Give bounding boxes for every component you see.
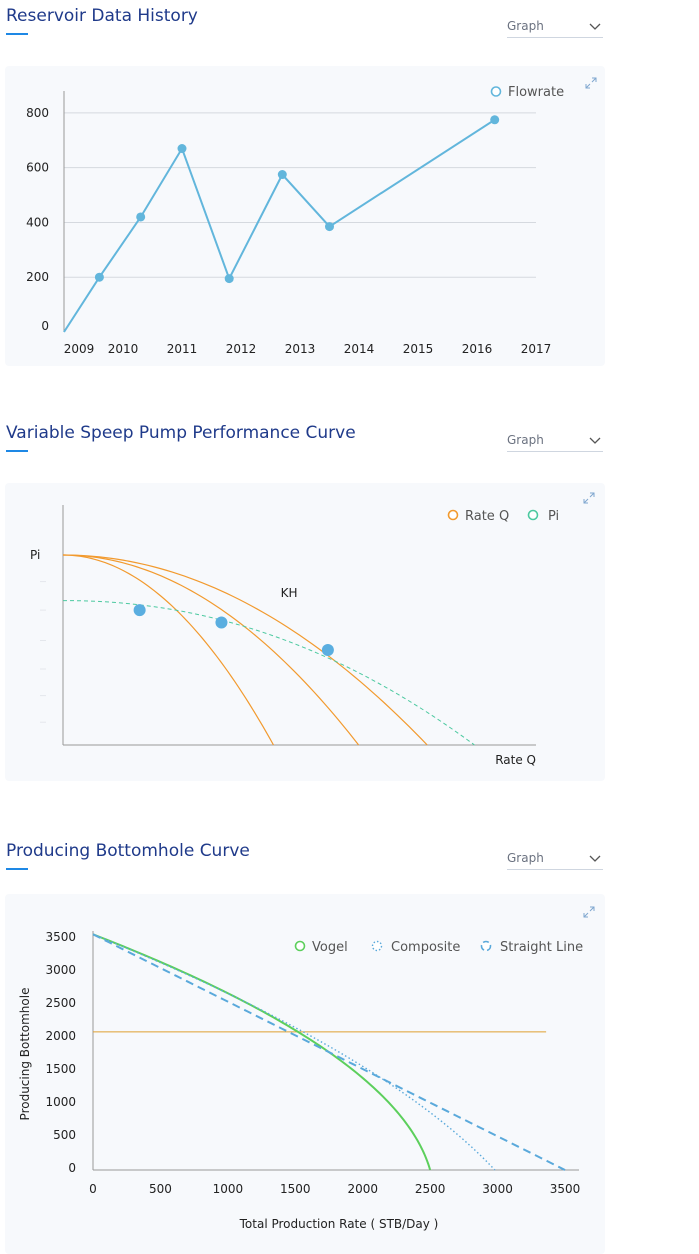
- flowrate-point: [325, 222, 334, 232]
- y-tick-label: 2000: [45, 1029, 76, 1043]
- flowrate-point: [277, 170, 287, 180]
- x-tick-label: 2010: [108, 342, 139, 356]
- legend-marker: [480, 940, 492, 952]
- chart-card: 0 500 1000 1500 2000 2500 3000 3500 0 500 1000 1500…: [5, 894, 605, 1254]
- x-tick-label: 2016: [462, 342, 493, 356]
- rate-q-curve: [62, 554, 428, 746]
- chevron-down-icon: [589, 23, 601, 30]
- y-axis-label: Pi: [30, 548, 40, 562]
- title-underline: [6, 33, 28, 35]
- operating-point: [133, 604, 146, 617]
- y-tick-label: 500: [53, 1128, 76, 1142]
- y-tick-label: 3000: [45, 963, 76, 977]
- y-tick-label: 800: [26, 106, 49, 120]
- chevron-down-icon: [589, 855, 601, 862]
- rate-q-curve: [62, 554, 275, 746]
- x-tick-label: 2500: [415, 1182, 446, 1196]
- flowrate-point: [177, 144, 187, 154]
- composite-curve: [92, 933, 496, 1171]
- y-tick-label: 0: [68, 1161, 76, 1175]
- legend-marker: [371, 940, 383, 952]
- section-title: Variable Speep Pump Performance Curve: [6, 423, 356, 443]
- dropdown-value: Graph: [507, 19, 544, 33]
- expand-icon[interactable]: [582, 905, 596, 919]
- title-underline: [6, 868, 28, 870]
- section-title: Reservoir Data History: [6, 6, 198, 26]
- legend-label: Rate Q: [465, 509, 509, 524]
- flowrate-chart: 0 200 400 600 800 2009 2010 2011 2012 2013 2014 201…: [26, 85, 564, 356]
- chart-card: 0 200 400 600 800 2009 2010 2011 2012 2013 2014 201…: [5, 66, 605, 366]
- x-tick-label: 2011: [167, 342, 198, 356]
- flowrate-point: [490, 115, 500, 125]
- pi-curve: [62, 600, 475, 746]
- x-axis-label: Total Production Rate ( STB/Day ): [239, 1217, 439, 1231]
- y-tick-label: 3500: [45, 930, 76, 944]
- kh-annotation: KH: [281, 586, 298, 600]
- chevron-down-icon: [589, 437, 601, 444]
- x-tick-label: 3500: [550, 1182, 581, 1196]
- operating-point: [321, 644, 334, 656]
- section-title: Producing Bottomhole Curve: [6, 841, 250, 861]
- legend-label: Pi: [548, 509, 559, 524]
- x-tick-label: 1500: [280, 1182, 311, 1196]
- y-axis-label: Producing Bottomhole: [18, 988, 32, 1121]
- operating-point: [215, 616, 228, 629]
- y-tick-label: 0: [41, 319, 49, 333]
- chart-card: Pi Rate Q KH Rate Q Pi: [5, 483, 605, 781]
- view-dropdown[interactable]: Graph: [507, 17, 603, 38]
- legend-label: Composite: [391, 940, 460, 955]
- y-tick-label: 2500: [45, 996, 76, 1010]
- x-tick-label: 2000: [347, 1182, 378, 1196]
- x-tick-label: 2013: [285, 342, 316, 356]
- x-tick-label: 2014: [344, 342, 375, 356]
- legend-marker: [527, 509, 539, 521]
- y-tick-label: 200: [26, 270, 49, 284]
- title-underline: [6, 450, 28, 452]
- x-tick-label: 2009: [64, 342, 95, 356]
- vogel-curve: [92, 933, 432, 1171]
- expand-icon[interactable]: [582, 491, 596, 505]
- x-tick-label: 500: [149, 1182, 172, 1196]
- legend-marker: [294, 940, 306, 952]
- x-tick-label: 2015: [403, 342, 434, 356]
- flowrate-line: [63, 118, 496, 333]
- dropdown-value: Graph: [507, 851, 544, 865]
- flowrate-point: [94, 272, 104, 282]
- y-tick-label: 400: [26, 215, 49, 229]
- flowrate-point: [224, 274, 234, 284]
- x-tick-label: 2017: [521, 342, 552, 356]
- straight-line-curve: [92, 933, 566, 1171]
- view-dropdown[interactable]: Graph: [507, 849, 603, 870]
- x-tick-label: 2012: [226, 342, 257, 356]
- legend-label: Flowrate: [508, 85, 564, 100]
- legend-marker: [447, 509, 459, 521]
- pump-curve-chart: Pi Rate Q KH Rate Q Pi: [30, 505, 559, 767]
- x-tick-label: 3000: [482, 1182, 513, 1196]
- y-tick-label: 600: [26, 161, 49, 175]
- x-tick-label: 0: [89, 1182, 97, 1196]
- view-dropdown[interactable]: Graph: [507, 431, 603, 452]
- y-tick-label: 1000: [45, 1095, 76, 1109]
- legend-label: Vogel: [312, 940, 348, 955]
- x-axis-label: Rate Q: [495, 753, 536, 767]
- flowrate-point: [136, 212, 146, 222]
- legend-marker: [490, 86, 502, 97]
- legend-label: Straight Line: [500, 940, 583, 955]
- rate-q-curve: [62, 554, 360, 746]
- bottomhole-chart: 0 500 1000 1500 2000 2500 3000 3500 0 500 1000 1500…: [18, 930, 583, 1231]
- y-tick-label: 1500: [45, 1062, 76, 1076]
- expand-icon[interactable]: [584, 76, 598, 90]
- dropdown-value: Graph: [507, 433, 544, 447]
- x-tick-label: 1000: [213, 1182, 244, 1196]
